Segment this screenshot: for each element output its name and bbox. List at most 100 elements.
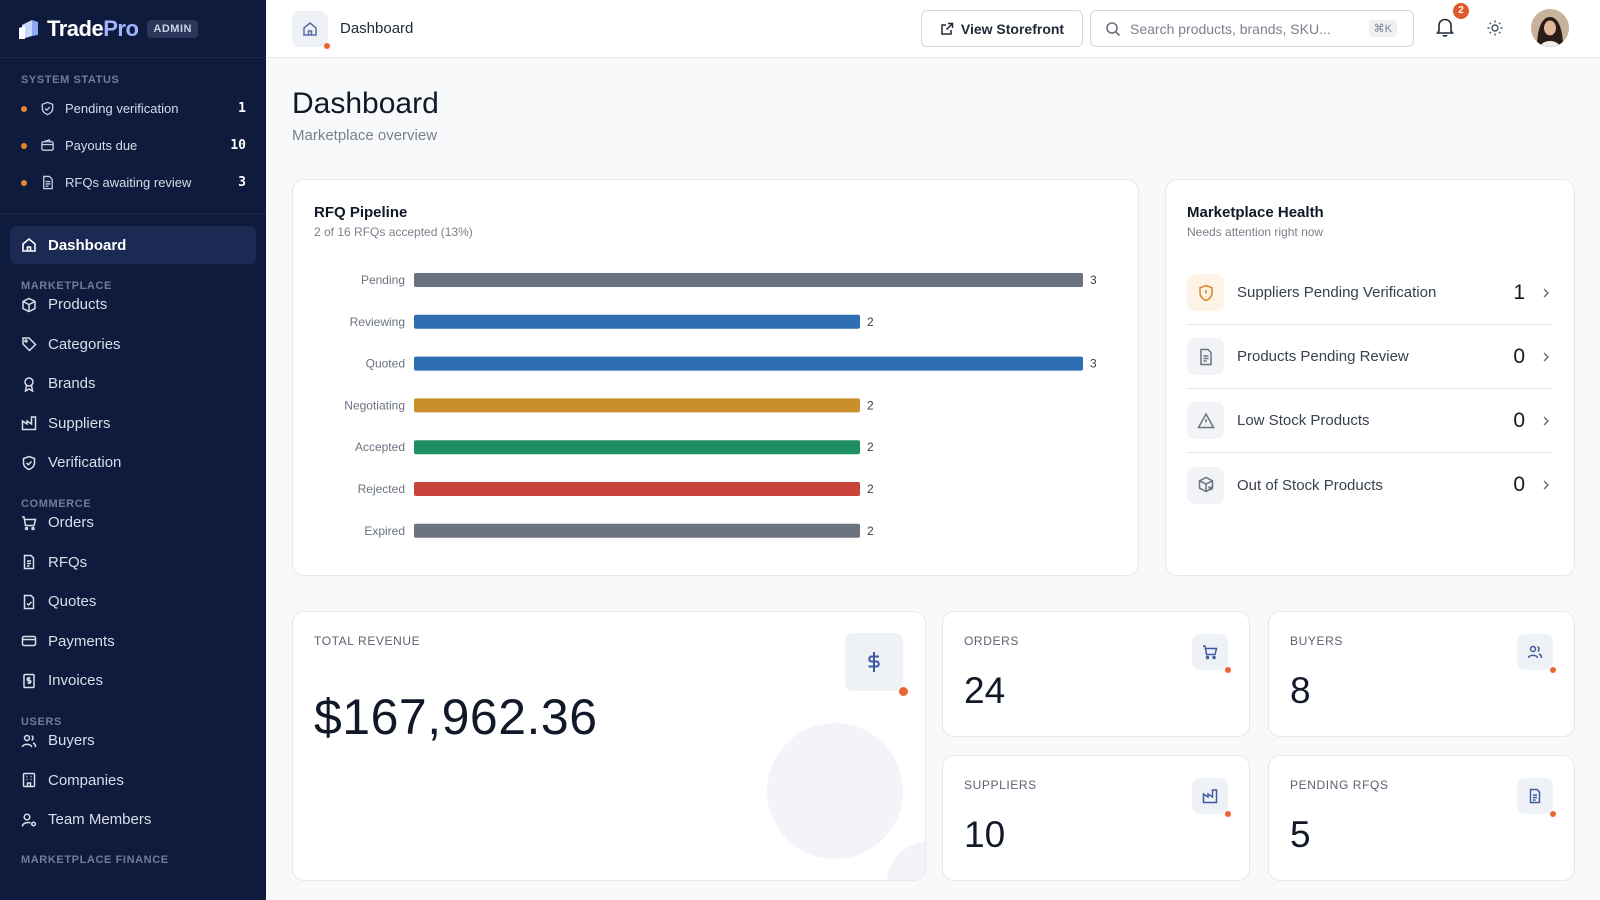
search-input[interactable]	[1130, 20, 1360, 37]
nav-suppliers[interactable]: Suppliers	[10, 404, 256, 442]
nav-payments[interactable]: Payments	[10, 622, 256, 660]
stat-label: ORDERS	[964, 634, 1019, 648]
nav-label: Products	[48, 296, 108, 314]
nav-verification[interactable]: Verification	[10, 444, 256, 482]
shield-check-icon	[41, 101, 54, 116]
nav-label: Categories	[48, 335, 121, 353]
bar-quoted[interactable]	[414, 356, 1083, 371]
nav-buyers[interactable]: Buyers	[10, 722, 256, 760]
users-icon	[1527, 645, 1543, 659]
search-icon	[1106, 21, 1121, 36]
nav-quotes[interactable]: Quotes	[10, 583, 256, 621]
nav-label: Invoices	[48, 672, 104, 690]
group-label-marketplace-finance: MARKETPLACE FINANCE	[21, 854, 169, 867]
bar-value-label: 2	[867, 315, 874, 329]
health-row-out-of-stock[interactable]: Out of Stock Products 0	[1187, 453, 1553, 517]
marketplace-health-subtitle: Needs attention right now	[1187, 225, 1324, 239]
stat-icon-box	[845, 633, 908, 696]
bar-value-label: 2	[867, 524, 874, 538]
nav-label: Orders	[48, 514, 94, 532]
view-storefront-button[interactable]: View Storefront	[921, 10, 1083, 47]
bar-category-label: Accepted	[355, 440, 405, 454]
health-count: 1	[1513, 280, 1525, 304]
stat-icon-box	[1192, 634, 1231, 673]
status-item-payouts-due[interactable]: Payouts due 10	[0, 127, 266, 164]
nav-invoices[interactable]: Invoices	[10, 662, 256, 700]
group-label-commerce: COMMERCE	[21, 497, 92, 510]
orders-card[interactable]: ORDERS 24	[942, 611, 1250, 737]
bar-expired[interactable]	[414, 523, 860, 538]
nav-label: Team Members	[48, 811, 152, 829]
building-icon	[22, 772, 36, 788]
rfq-pipeline-subtitle: 2 of 16 RFQs accepted (13%)	[314, 225, 473, 239]
nav-label: Companies	[48, 771, 124, 789]
system-status: SYSTEM STATUS Pending verification 1 Pay…	[0, 58, 266, 201]
health-row-suppliers-pending[interactable]: Suppliers Pending Verification 1	[1187, 261, 1553, 325]
brand[interactable]: TradePro ADMIN	[0, 0, 266, 58]
health-row-low-stock[interactable]: Low Stock Products 0	[1187, 389, 1553, 453]
avatar[interactable]	[1531, 9, 1569, 47]
package-x-icon	[1198, 476, 1213, 493]
search-box[interactable]: ⌘K	[1090, 10, 1414, 47]
status-item-pending-verification[interactable]: Pending verification 1	[0, 90, 266, 127]
nav-label: Quotes	[48, 593, 97, 611]
chevron-right-icon	[1543, 287, 1550, 298]
buyers-card[interactable]: BUYERS 8	[1268, 611, 1575, 737]
document-icon	[23, 554, 35, 570]
bar-negotiating[interactable]	[414, 398, 860, 413]
dollar-icon	[868, 652, 880, 672]
total-revenue-card[interactable]: TOTAL REVENUE $167,962.36	[292, 611, 926, 881]
stat-icon-box	[1517, 634, 1556, 673]
users-icon	[21, 734, 37, 747]
award-icon	[24, 377, 34, 392]
bar-pending[interactable]	[414, 273, 1083, 287]
nav-products[interactable]: Products	[10, 286, 256, 324]
health-list: Suppliers Pending Verification 1 Product…	[1187, 261, 1553, 517]
cart-icon	[1203, 645, 1218, 660]
document-icon	[1199, 348, 1212, 365]
bar-rejected[interactable]	[414, 482, 860, 496]
nav-orders[interactable]: Orders	[10, 504, 256, 542]
home-button[interactable]	[292, 11, 330, 49]
decorative-circle	[887, 842, 925, 880]
nav-dashboard[interactable]: Dashboard	[10, 226, 256, 264]
bell-icon[interactable]	[1434, 16, 1456, 38]
nav-label: Buyers	[48, 732, 95, 750]
status-item-rfqs-awaiting[interactable]: RFQs awaiting review 3	[0, 164, 266, 201]
document-icon	[43, 175, 53, 190]
file-check-icon	[23, 594, 35, 609]
system-status-label: SYSTEM STATUS	[21, 74, 120, 86]
chevron-right-icon	[1543, 415, 1550, 426]
stat-icon-box	[1192, 778, 1231, 817]
bar-category-label: Expired	[364, 524, 405, 538]
nav-label: Payments	[48, 632, 115, 650]
sidebar-divider	[0, 213, 266, 214]
sidebar: TradePro ADMIN SYSTEM STATUS Pending ver…	[0, 0, 266, 900]
stat-value: 5	[1290, 814, 1311, 855]
nav-companies[interactable]: Companies	[10, 761, 256, 799]
health-icon-box	[1187, 338, 1224, 375]
cart-icon	[22, 515, 37, 530]
sun-icon[interactable]	[1486, 19, 1504, 37]
stat-value: 24	[964, 670, 1006, 711]
home-icon	[22, 237, 36, 252]
nav-categories[interactable]: Categories	[10, 325, 256, 363]
status-dot	[21, 105, 27, 112]
bar-reviewing[interactable]	[414, 314, 860, 329]
factory-icon	[21, 416, 37, 431]
nav-team-members[interactable]: Team Members	[10, 801, 256, 839]
marketplace-health-card: Marketplace Health Needs attention right…	[1165, 179, 1575, 576]
pending-rfqs-card[interactable]: PENDING RFQS 5	[1268, 755, 1575, 881]
indicator-dot	[899, 687, 908, 696]
nav-rfqs[interactable]: RFQs	[10, 543, 256, 581]
health-count: 0	[1513, 344, 1525, 368]
package-icon	[22, 297, 36, 312]
brand-name: TradePro	[47, 15, 139, 41]
bar-accepted[interactable]	[414, 440, 860, 455]
admin-badge: ADMIN	[147, 19, 198, 38]
rfq-pipeline-title: RFQ Pipeline	[314, 204, 408, 221]
suppliers-card[interactable]: SUPPLIERS 10	[942, 755, 1250, 881]
health-row-products-pending[interactable]: Products Pending Review 0	[1187, 325, 1553, 389]
bar-category-label: Pending	[361, 273, 405, 287]
nav-brands[interactable]: Brands	[10, 365, 256, 403]
